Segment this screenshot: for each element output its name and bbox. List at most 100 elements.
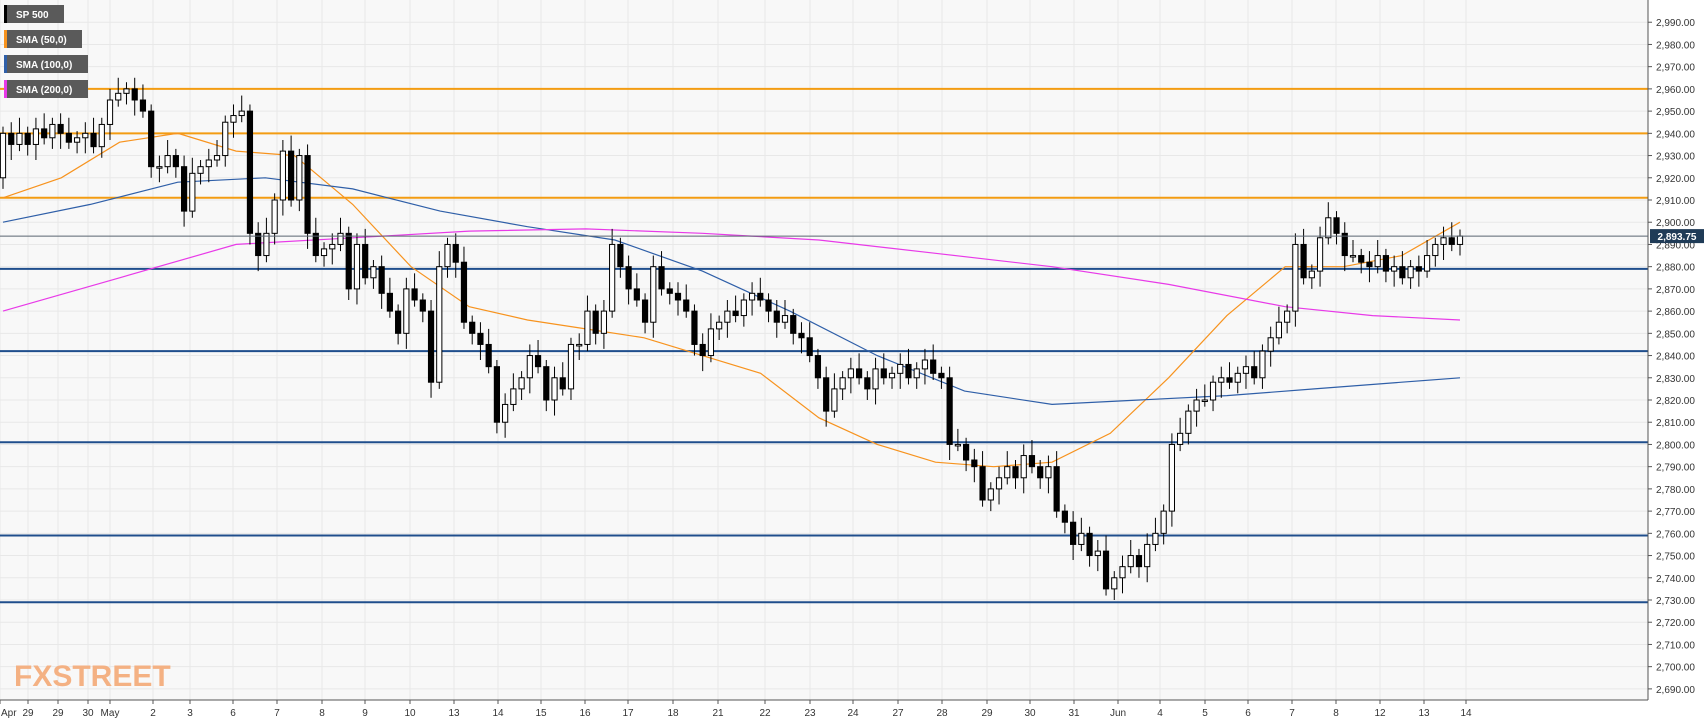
candle-body xyxy=(1086,532,1093,557)
candle-body xyxy=(1374,255,1381,268)
candle-body xyxy=(353,243,361,290)
x-tick-label: 23 xyxy=(804,708,816,719)
x-tick-label: 8 xyxy=(319,708,325,719)
candle-body xyxy=(263,232,270,257)
last-price-box xyxy=(1650,229,1704,244)
watermark-street: STREET xyxy=(52,660,170,693)
y-tick-label: 2,750.00 xyxy=(1656,552,1695,563)
x-tick-label: 30 xyxy=(82,708,94,719)
legend-swatch xyxy=(4,30,7,48)
legend-item-label: SMA (100,0) xyxy=(16,60,72,71)
y-tick-label: 2,920.00 xyxy=(1656,174,1695,185)
candle-body xyxy=(880,368,887,379)
candle-body xyxy=(57,123,64,134)
candle-body xyxy=(987,488,994,501)
candle-body xyxy=(73,137,81,143)
y-tick-label: 2,730.00 xyxy=(1656,596,1695,607)
legend-swatch xyxy=(4,80,7,98)
candle-body xyxy=(469,321,476,334)
candle-body xyxy=(790,315,797,334)
candle-body xyxy=(1045,466,1052,479)
candle-body xyxy=(0,132,7,179)
x-tick-label: Apr xyxy=(1,708,17,719)
candle-body xyxy=(979,466,986,501)
candle-body xyxy=(189,172,196,212)
candle-body xyxy=(131,88,138,101)
y-tick-label: 2,950.00 xyxy=(1656,107,1695,118)
candle-body xyxy=(197,166,204,174)
candle-body xyxy=(781,315,789,323)
y-tick-label: 2,880.00 xyxy=(1656,263,1695,274)
candle-body xyxy=(213,155,221,161)
candle-body xyxy=(1284,310,1291,323)
candle-body xyxy=(386,292,393,312)
candle-body xyxy=(1308,270,1315,279)
candle-body xyxy=(427,310,435,383)
candle-body xyxy=(576,343,583,347)
candle-body xyxy=(123,88,130,94)
candle-body xyxy=(757,292,764,301)
candle-body xyxy=(855,368,863,379)
candle-body xyxy=(1078,532,1085,545)
candle-body xyxy=(905,363,912,379)
x-tick-label: 5 xyxy=(1202,708,1208,719)
candle-body xyxy=(963,443,970,461)
x-tick-label: 31 xyxy=(1068,708,1080,719)
candle-body xyxy=(337,232,344,245)
y-tick-label: 2,840.00 xyxy=(1656,352,1695,363)
candle-body xyxy=(139,99,147,112)
candle-body xyxy=(534,355,542,368)
candle-body xyxy=(625,266,632,290)
candle-body xyxy=(1316,237,1324,272)
candle-body xyxy=(1448,237,1455,245)
y-tick-label: 2,990.00 xyxy=(1656,18,1695,29)
candle-body xyxy=(518,377,525,390)
y-tick-label: 2,740.00 xyxy=(1656,574,1695,585)
candle-body xyxy=(699,343,706,357)
x-tick-label: 7 xyxy=(1289,708,1295,719)
plot-background xyxy=(0,0,1648,700)
candle-body xyxy=(674,292,682,301)
candle-body xyxy=(913,368,920,379)
candle-body xyxy=(823,377,830,412)
candle-body xyxy=(1012,466,1019,479)
candle-body xyxy=(378,266,385,294)
candle-body xyxy=(1440,237,1447,245)
candle-body xyxy=(658,266,665,290)
x-tick-label: 12 xyxy=(1374,708,1386,719)
candle-body xyxy=(897,363,904,374)
candle-body xyxy=(1102,550,1110,590)
y-tick-label: 2,810.00 xyxy=(1656,418,1695,429)
candle-body xyxy=(296,155,303,201)
candle-body xyxy=(1333,217,1340,234)
x-tick-label: 4 xyxy=(1157,708,1163,719)
candle-body xyxy=(304,155,311,234)
candle-body xyxy=(271,199,278,234)
x-tick-label: 7 xyxy=(274,708,280,719)
candle-body xyxy=(707,328,715,357)
candle-body xyxy=(1111,577,1118,590)
candle-body xyxy=(246,110,254,234)
y-tick-label: 2,700.00 xyxy=(1656,663,1695,674)
x-tick-label: 14 xyxy=(492,708,504,719)
candle-body xyxy=(1144,543,1151,568)
y-tick-label: 2,770.00 xyxy=(1656,507,1695,518)
candle-body xyxy=(683,299,690,312)
candle-body xyxy=(1226,377,1233,383)
candle-body xyxy=(205,159,212,168)
candle-body xyxy=(493,366,500,423)
candle-body xyxy=(888,372,896,379)
candle-body xyxy=(477,332,484,345)
candle-body xyxy=(946,377,953,445)
y-tick-label: 2,780.00 xyxy=(1656,485,1695,496)
candle-body xyxy=(115,92,122,101)
legend-item-label: SMA (200,0) xyxy=(16,85,72,96)
legend: SP 500 SMA (50,0) SMA (100,0) SMA (200,0) xyxy=(4,5,88,98)
candle-body xyxy=(1242,366,1250,374)
x-tick-label: 21 xyxy=(712,708,724,719)
candle-body xyxy=(1358,255,1365,263)
candle-body xyxy=(1382,255,1390,272)
candle-body xyxy=(1193,399,1200,412)
x-tick-label: 29 xyxy=(52,708,64,719)
candle-body xyxy=(156,166,163,169)
